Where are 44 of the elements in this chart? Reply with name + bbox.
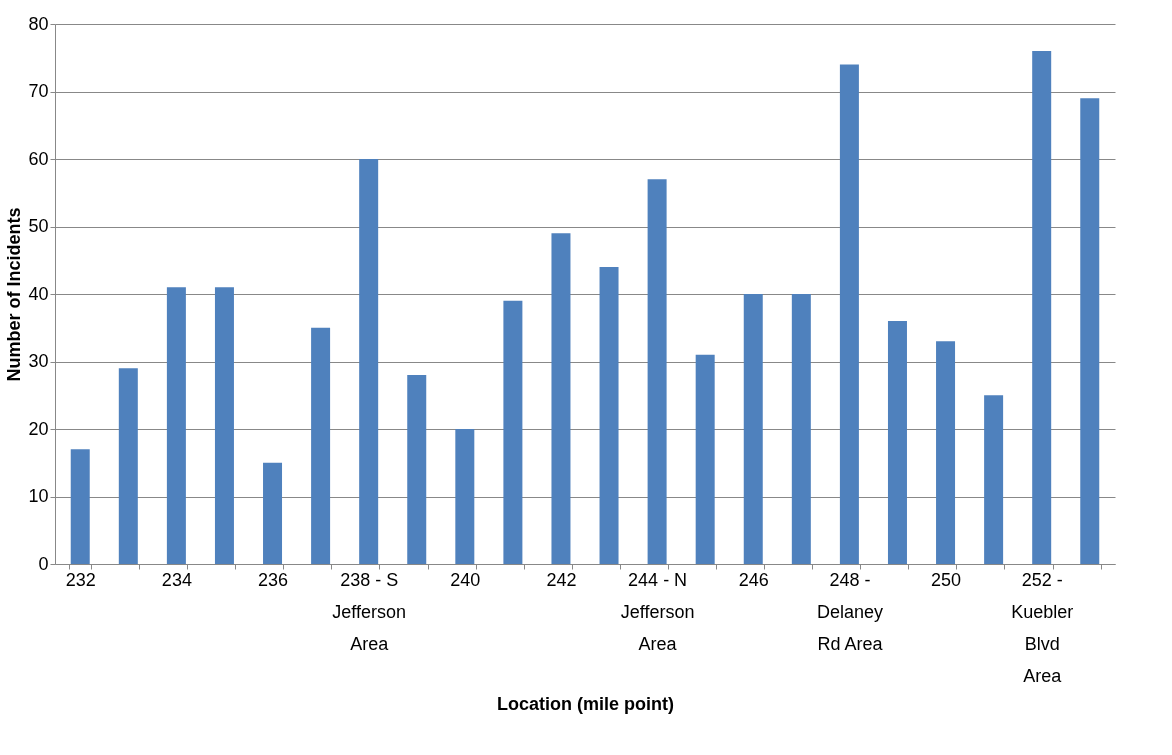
y-tick-label: 60 (28, 148, 49, 169)
x-tick-label: 242 (546, 569, 577, 590)
bar (887, 321, 907, 564)
x-tick-label: 246 (738, 569, 769, 590)
y-tick-label: 40 (28, 283, 49, 304)
bar (359, 159, 379, 564)
bar (695, 354, 715, 564)
y-tick-label: 70 (28, 81, 49, 101)
x-tick-label: 252 - Kuebler Blvd Area (1011, 569, 1074, 686)
bar (503, 300, 523, 564)
bar (936, 341, 956, 564)
bar (984, 395, 1004, 564)
bar (551, 233, 571, 564)
x-tick-label: 234 (161, 569, 192, 590)
bar (1032, 51, 1052, 564)
y-tick-label: 10 (28, 486, 49, 506)
y-tick-label: 20 (28, 418, 49, 439)
bar (647, 179, 667, 564)
x-axis-title: Location (mile point) (497, 693, 674, 714)
y-tick-label: 80 (28, 13, 49, 34)
x-tick-label: 250 (931, 569, 962, 590)
y-tick-label: 0 (38, 553, 49, 574)
bar (743, 294, 763, 564)
bar (791, 294, 811, 564)
x-tick-label: 240 (450, 569, 481, 590)
y-axis-title: Number of Incidents (4, 207, 25, 382)
bar (263, 462, 283, 564)
x-tick-label: 238 - S Jefferson Area (332, 569, 407, 654)
bar (311, 327, 331, 564)
bar (118, 368, 138, 564)
y-tick-label: 30 (28, 351, 49, 371)
bar (70, 449, 90, 564)
bar (455, 429, 475, 564)
bar (214, 287, 234, 564)
x-tick-label: 248 - Delaney Rd Area (816, 569, 884, 654)
y-tick-label: 50 (28, 216, 49, 236)
x-tick-label: 232 (65, 569, 96, 590)
bar (839, 64, 859, 564)
bar (599, 267, 619, 564)
bar (1080, 98, 1100, 564)
x-tick-label: 236 (258, 569, 289, 590)
bar (166, 287, 186, 564)
bar (407, 375, 427, 564)
x-tick-label: 244 - N Jefferson Area (620, 569, 695, 654)
